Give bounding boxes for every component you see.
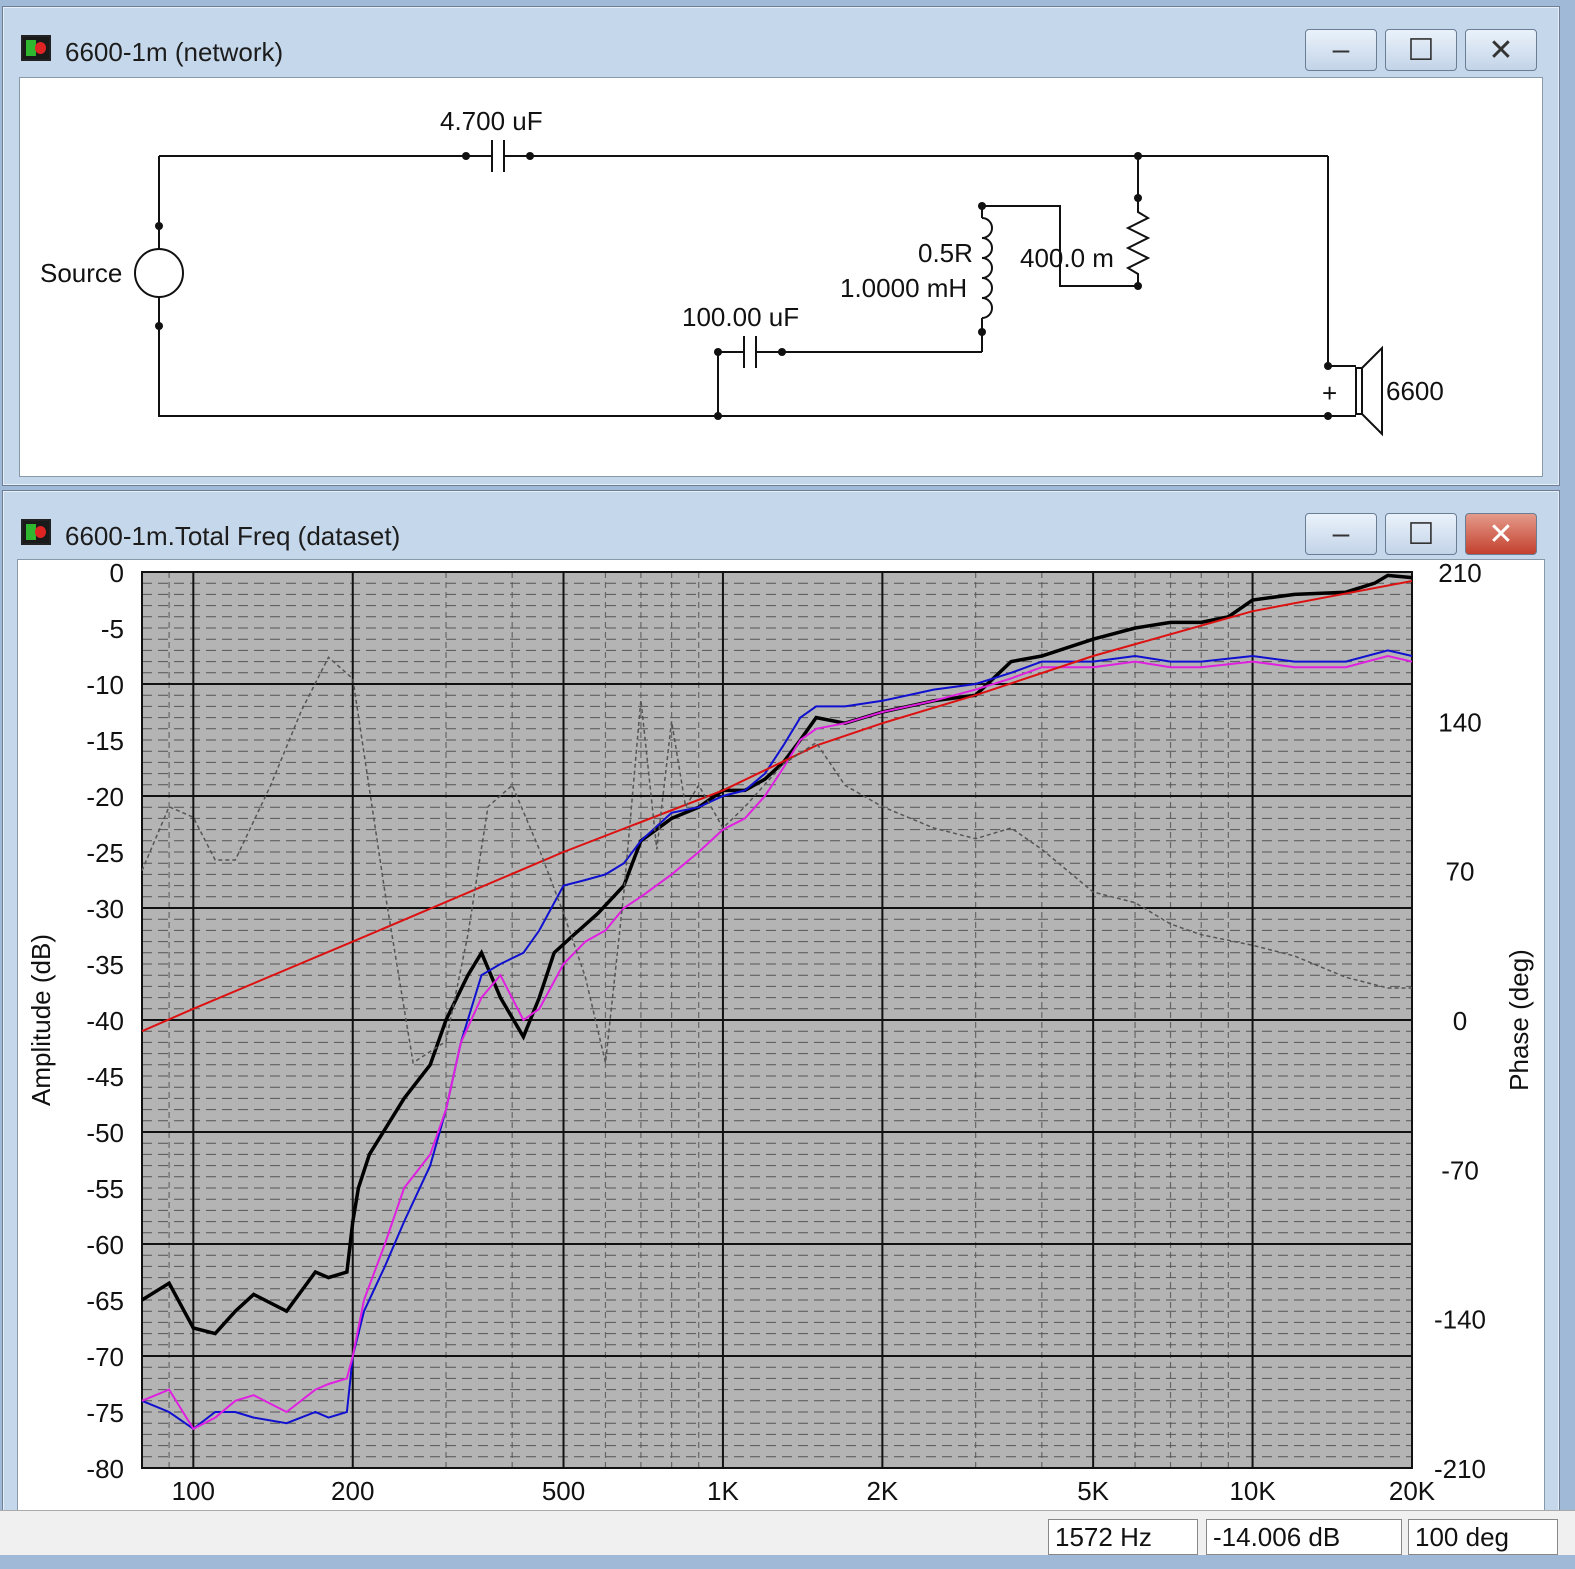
plot-border: [141, 571, 1413, 1469]
cap2-label[interactable]: 100.00 uF: [682, 302, 800, 332]
y2-tick-label: -70: [1441, 1155, 1479, 1185]
series-line-magenta: [141, 654, 1413, 1431]
network-window-title: 6600-1m (network): [65, 37, 284, 67]
x-tick-label: 1K: [707, 1476, 739, 1506]
y-tick-label: -45: [86, 1062, 124, 1092]
app-icon: [21, 519, 51, 545]
y-tick-label: -65: [86, 1286, 124, 1316]
y2-tick-label: -140: [1434, 1305, 1486, 1335]
x-tick-label: 500: [542, 1476, 585, 1506]
y-tick-label: -50: [86, 1118, 124, 1148]
y-tick-label: -40: [86, 1006, 124, 1036]
y-tick-label: -60: [86, 1230, 124, 1260]
status-frequency: 1572 Hz: [1048, 1519, 1198, 1555]
resistor-parallel-label[interactable]: 400.0 m: [1020, 243, 1114, 273]
y2-axis-label: Phase (deg): [1504, 949, 1534, 1091]
y2-tick-label: 0: [1453, 1006, 1467, 1036]
cap1-label[interactable]: 4.700 uF: [440, 106, 543, 136]
y-tick-label: -80: [86, 1454, 124, 1484]
resistor-series-label[interactable]: 0.5R: [918, 238, 973, 268]
inductor-label[interactable]: 1.0000 mH: [840, 273, 968, 303]
y2-tick-label: 210: [1438, 560, 1481, 588]
y-tick-label: -30: [86, 894, 124, 924]
status-phase: 100 deg: [1408, 1519, 1558, 1555]
status-amplitude: -14.006 dB: [1206, 1519, 1402, 1555]
y-tick-label: -20: [86, 782, 124, 812]
app-icon: [21, 35, 51, 61]
y-tick-label: -55: [86, 1174, 124, 1204]
x-tick-label: 2K: [866, 1476, 898, 1506]
y-tick-label: -70: [86, 1342, 124, 1372]
series-line-red: [141, 580, 1413, 1033]
dataset-window-title: 6600-1m.Total Freq (dataset): [65, 521, 401, 551]
x-tick-label: 10K: [1229, 1476, 1276, 1506]
minimize-button[interactable]: –: [1305, 29, 1377, 71]
y2-tick-label: -210: [1434, 1454, 1486, 1484]
close-button[interactable]: ✕: [1465, 513, 1537, 555]
close-button[interactable]: ✕: [1465, 29, 1537, 71]
minimize-button[interactable]: –: [1305, 513, 1377, 555]
x-tick-label: 20K: [1389, 1476, 1436, 1506]
y2-tick-label: 70: [1446, 857, 1475, 887]
dataset-window-titlebar[interactable]: 6600-1m.Total Freq (dataset) – ☐ ✕: [3, 491, 1559, 559]
y-tick-label: -35: [86, 950, 124, 980]
x-tick-label: 5K: [1077, 1476, 1109, 1506]
maximize-button[interactable]: ☐: [1385, 29, 1457, 71]
y-axis-label: Amplitude (dB): [26, 934, 56, 1106]
x-tick-label: 100: [172, 1476, 215, 1506]
y-tick-label: 0: [110, 560, 124, 588]
y-tick-label: -10: [86, 670, 124, 700]
x-tick-label: 200: [331, 1476, 374, 1506]
dataset-window: 6600-1m.Total Freq (dataset) – ☐ ✕ 0 -5 -1…: [2, 490, 1560, 1522]
frequency-response-chart[interactable]: 0 -5 -10 -15 -20 -25 -30 -35 -40 -45 -50 -55 -60 -65 -…: [18, 560, 1544, 1512]
driver-label[interactable]: 6600: [1386, 376, 1444, 406]
y-tick-label: -75: [86, 1398, 124, 1428]
series-line-blue: [141, 649, 1413, 1431]
y-tick-label: -5: [101, 614, 124, 644]
maximize-button[interactable]: ☐: [1385, 513, 1457, 555]
schematic-canvas[interactable]: 4.700 uF Source 0.5R 1.0000 mH 400.0 m 1…: [19, 77, 1543, 477]
y-tick-label: -15: [86, 726, 124, 756]
network-window: 6600-1m (network) – ☐ ✕: [2, 6, 1560, 486]
y-tick-label: -25: [86, 838, 124, 868]
network-window-titlebar[interactable]: 6600-1m (network) – ☐ ✕: [3, 7, 1559, 75]
chart-canvas[interactable]: 0 -5 -10 -15 -20 -25 -30 -35 -40 -45 -50 -55 -60 -65 -…: [17, 559, 1545, 1513]
source-label[interactable]: Source: [40, 258, 123, 288]
y2-tick-label: 140: [1438, 707, 1481, 737]
driver-plus-label: +: [1322, 378, 1338, 408]
schematic-drawing: [134, 140, 1383, 437]
status-bar: 1572 Hz -14.006 dB 100 deg: [0, 1510, 1575, 1555]
